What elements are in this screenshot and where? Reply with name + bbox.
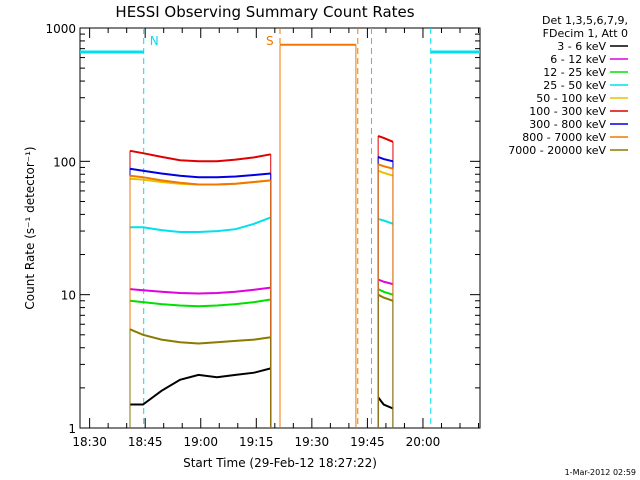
series-line-3: [130, 216, 272, 233]
x-tick-label: 19:15: [239, 435, 274, 449]
legend-header: FDecim 1, Att 0: [543, 27, 628, 40]
interval-label: N: [150, 34, 159, 48]
series-line-2: [129, 298, 271, 308]
series-line-7: [129, 174, 271, 186]
x-tick-label: 19:00: [183, 435, 218, 449]
series-line-3: [377, 217, 394, 225]
legend-entry-1: 6 - 12 keV: [550, 53, 606, 66]
series-line-5: [129, 149, 271, 163]
y-tick-label: 1000: [45, 22, 76, 36]
x-axis-label: Start Time (29-Feb-12 18:27:22): [183, 456, 377, 470]
legend: Det 1,3,5,6,7,9,FDecim 1, Att 03 - 6 keV…: [508, 14, 628, 157]
x-tick-label: 19:45: [350, 435, 385, 449]
series-line-2: [377, 288, 394, 296]
series-line-8: [377, 293, 394, 302]
series-line-4: [377, 169, 394, 177]
series-line-6: [377, 155, 394, 163]
series-line-0: [377, 396, 394, 410]
chart-title: HESSI Observing Summary Count Rates: [115, 3, 414, 21]
legend-entry-3: 25 - 50 keV: [543, 79, 606, 92]
y-tick-label: 1: [68, 422, 76, 436]
legend-entry-6: 300 - 800 keV: [529, 118, 606, 131]
y-tick-label: 10: [61, 289, 76, 303]
legend-entry-7: 800 - 7000 keV: [522, 131, 606, 144]
legend-entry-5: 100 - 300 keV: [529, 105, 606, 118]
y-axis-label: Count Rate (s⁻¹ detector⁻¹): [23, 146, 37, 309]
x-tick-label: 19:30: [295, 435, 330, 449]
series-line-7: [377, 163, 394, 170]
series-line-8: [129, 328, 271, 345]
legend-entry-8: 7000 - 20000 keV: [508, 144, 606, 157]
x-tick-label: 18:30: [72, 435, 107, 449]
series-line-1: [129, 286, 271, 295]
series-line-1: [377, 278, 394, 286]
legend-entry-2: 12 - 25 keV: [543, 66, 606, 79]
series-line-5: [377, 135, 394, 143]
plot-clip-group: [80, 28, 480, 428]
series-line-6: [129, 167, 271, 179]
y-tick-label: 100: [53, 155, 76, 169]
x-tick-label: 20:00: [406, 435, 441, 449]
plot-area: 1 10 100 1000 18:30 18:45 19:00 19:15 19:30 19:45…: [45, 22, 481, 449]
legend-header: Det 1,3,5,6,7,9,: [542, 14, 628, 27]
legend-entry-4: 50 - 100 keV: [536, 92, 606, 105]
legend-entry-0: 3 - 6 keV: [557, 40, 606, 53]
interval-label: S: [266, 34, 274, 48]
timestamp: 1-Mar-2012 02:59: [565, 468, 636, 477]
x-tick-label: 18:45: [128, 435, 163, 449]
series-line-0: [130, 367, 271, 406]
